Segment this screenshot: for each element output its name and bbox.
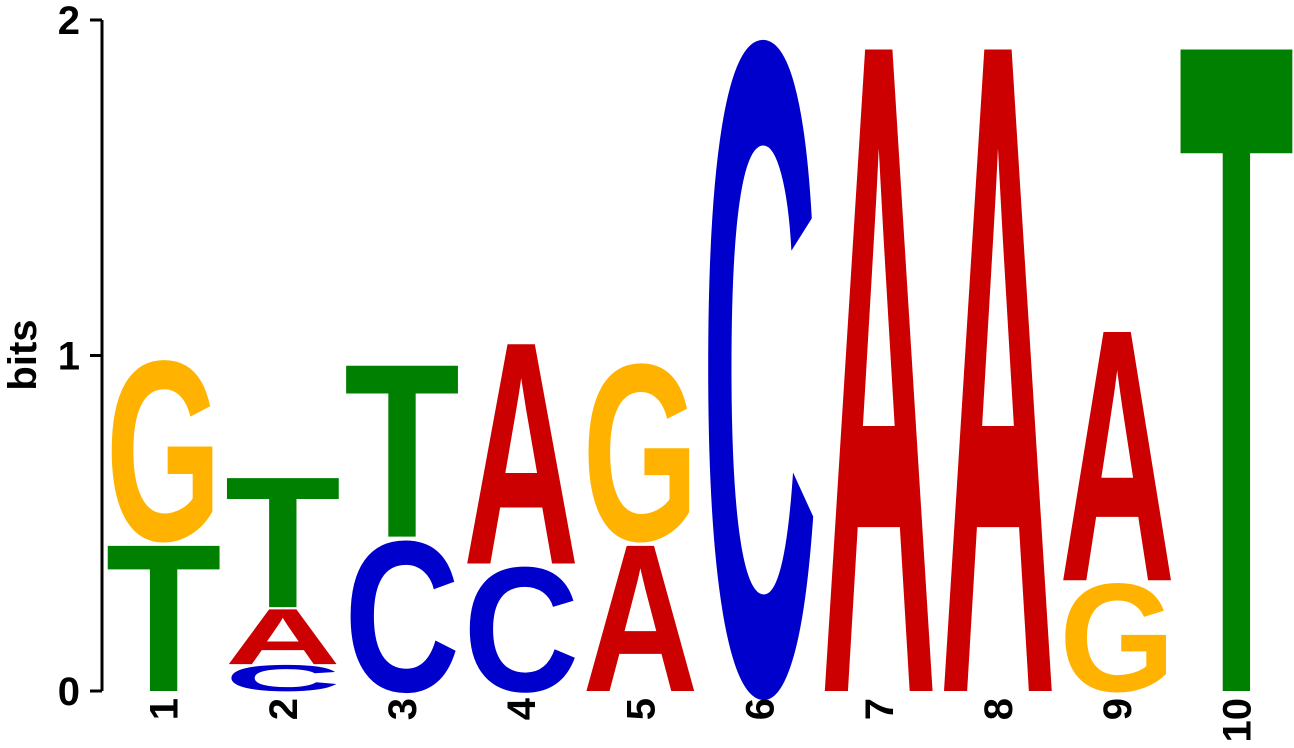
y-axis-ticks: 0 1 2 — [58, 0, 102, 714]
x-tick-label: 4 — [500, 697, 544, 720]
logo-letter-t: T — [344, 312, 460, 589]
logo-letter-g: G — [582, 312, 698, 595]
logo-letter-c: C — [702, 0, 818, 748]
logo-letter-a: A — [225, 592, 341, 681]
x-tick-label: 9 — [1096, 698, 1140, 720]
x-tick-label: 8 — [977, 698, 1021, 720]
x-tick-label: 6 — [739, 698, 783, 720]
logo-letter-t: T — [1178, 0, 1294, 748]
logo-letter-c: C — [344, 497, 460, 737]
y-tick-label: 0 — [58, 670, 80, 714]
x-tick-label: 1 — [143, 698, 187, 720]
x-tick-label: 10 — [1215, 698, 1259, 743]
logo-letter-c: C — [225, 657, 341, 699]
y-axis-label: bits — [1, 319, 45, 390]
logo-letter-t: T — [106, 500, 222, 736]
x-axis-labels: 1 2 3 4 5 6 7 8 9 10 — [143, 697, 1260, 742]
logo-letter-a: A — [463, 277, 579, 632]
logo-letter-a: A — [821, 0, 937, 748]
logo-letter-t: T — [225, 437, 341, 647]
y-tick-label: 2 — [58, 0, 80, 43]
x-tick-label: 7 — [858, 698, 902, 720]
x-tick-label: 2 — [262, 698, 306, 720]
x-tick-label: 3 — [381, 698, 425, 720]
logo-letter-g: G — [1059, 552, 1175, 725]
y-axis: 0 1 2 bits — [1, 0, 104, 714]
logo-letter-a: A — [1059, 255, 1175, 658]
logo-letter-a: A — [940, 0, 1056, 748]
x-tick-label: 5 — [619, 698, 663, 720]
logo-letter-g: G — [106, 306, 222, 595]
logo-letter-c: C — [463, 530, 579, 728]
y-tick-label: 1 — [58, 335, 80, 379]
logo-letter-a: A — [582, 500, 698, 736]
